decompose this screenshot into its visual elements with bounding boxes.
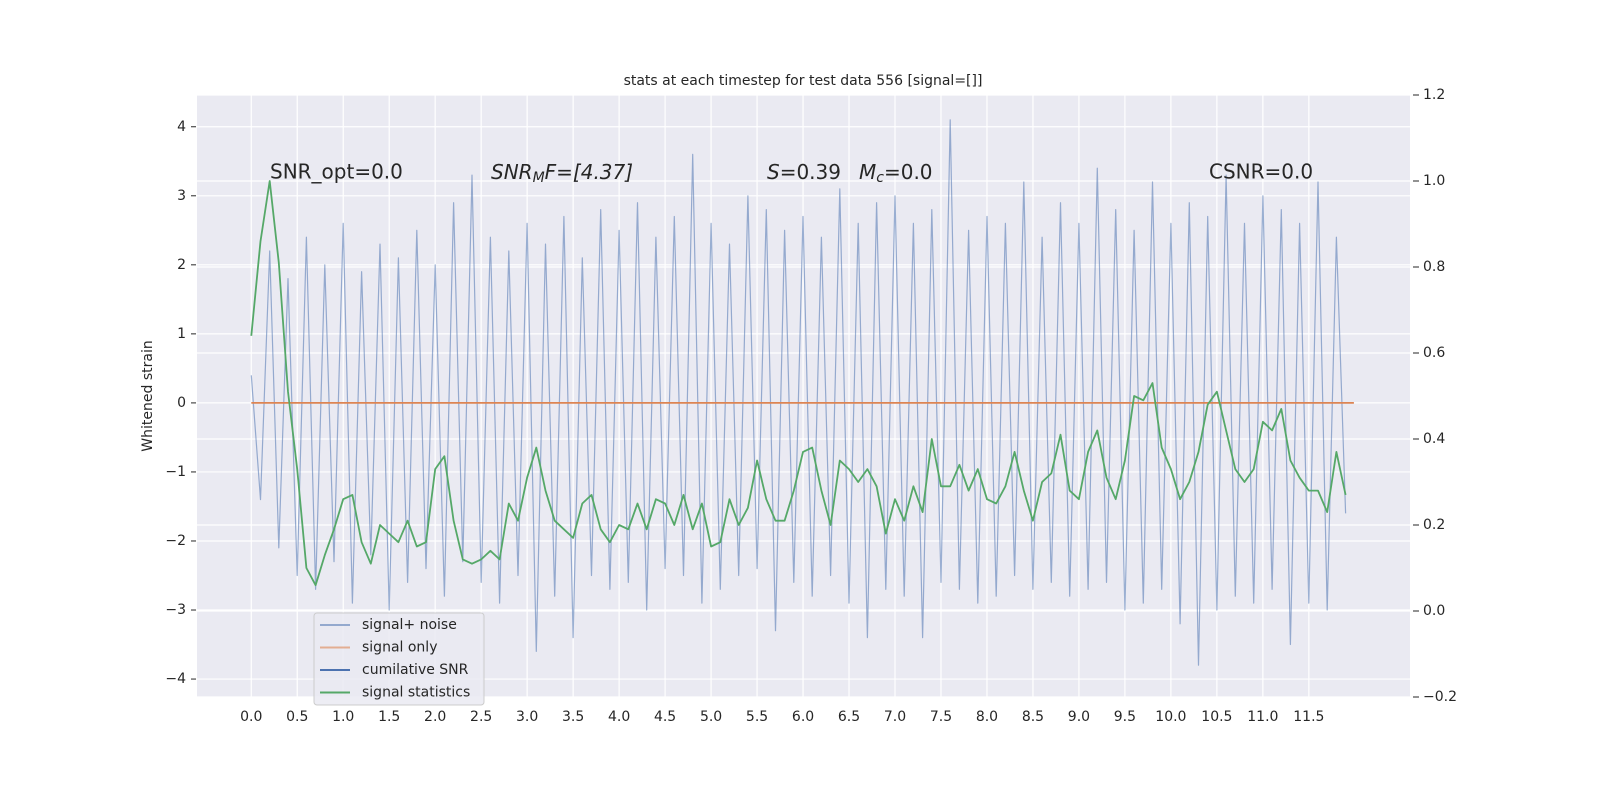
x-tick-label: 9.5	[1114, 709, 1136, 725]
legend-label: signal only	[362, 640, 437, 656]
x-tick-label: 11.5	[1293, 709, 1324, 725]
x-tick-label: 5.0	[700, 709, 722, 725]
y2-tick-label: 0.8	[1423, 259, 1445, 275]
y2-tick-label: 1.0	[1423, 173, 1445, 189]
x-tick-label: 7.5	[930, 709, 952, 725]
annotation-part: M	[533, 170, 545, 186]
x-tick-label: 4.0	[608, 709, 630, 725]
y2-tick-label: −0.2	[1423, 689, 1457, 705]
y-tick-label: 3	[177, 188, 186, 204]
legend-label: signal statistics	[362, 685, 470, 701]
y-tick-label: 4	[177, 119, 186, 135]
y-tick-label: −2	[165, 533, 186, 549]
legend: signal+ noise signal only cumilative SNR si…	[313, 612, 485, 706]
annotation: SNRMF=[4.37]	[491, 160, 633, 187]
x-tick-label: 5.5	[746, 709, 768, 725]
x-tick-label: 0.5	[286, 709, 308, 725]
x-tick-label: 2.0	[424, 709, 446, 725]
chart-title: stats at each timestep for test data 556…	[624, 73, 983, 89]
x-tick-label: 6.0	[792, 709, 814, 725]
annotation-part: F=[4.37]	[545, 160, 633, 184]
y2-tick-label: 0.0	[1423, 603, 1445, 619]
x-tick-label: 11.0	[1247, 709, 1278, 725]
y-axis-label: Whitened strain	[140, 340, 156, 451]
y-tick-label: −4	[165, 671, 186, 687]
x-tick-label: 1.0	[332, 709, 354, 725]
annotation-part: =0.0	[884, 160, 933, 184]
annotation: Mc=0.0	[859, 160, 933, 187]
x-tick-label: 7.0	[884, 709, 906, 725]
annotation: SNR_opt=0.0	[270, 160, 403, 184]
x-tick-label: 6.5	[838, 709, 860, 725]
y2-tick-label: 0.4	[1423, 431, 1445, 447]
series-line	[250, 180, 1347, 587]
x-tick-label: 8.0	[976, 709, 998, 725]
x-tick-label: 10.0	[1155, 709, 1186, 725]
y2-tick-label: 0.2	[1423, 517, 1445, 533]
annotation-part: M	[859, 160, 876, 184]
x-tick-label: 4.5	[654, 709, 676, 725]
legend-box	[313, 612, 485, 706]
x-tick-label: 1.5	[378, 709, 400, 725]
y-tick-label: −1	[165, 464, 186, 480]
x-tick-label: 9.0	[1068, 709, 1090, 725]
annotation-part: S	[767, 160, 780, 184]
y2-tick-label: 1.2	[1423, 87, 1445, 103]
y2-tick-label: 0.6	[1423, 345, 1445, 361]
annotation-part: SNR	[491, 160, 533, 184]
y-tick-label: 0	[177, 395, 186, 411]
legend-label: signal+ noise	[362, 617, 457, 633]
annotations: SNR_opt=0.0 SNRMF=[4.37] S=0.39 Mc=0.0 C…	[270, 160, 1313, 187]
x-tick-label: 8.5	[1022, 709, 1044, 725]
x-tick-label: 10.5	[1201, 709, 1232, 725]
marks	[250, 119, 1354, 666]
y-tick-label: 1	[177, 326, 186, 342]
x-tick-label: 2.5	[470, 709, 492, 725]
legend-label: cumilative SNR	[362, 662, 469, 678]
annotation-part: =0.39	[780, 160, 841, 184]
annotation: CSNR=0.0	[1209, 160, 1313, 184]
series-line	[250, 119, 1347, 666]
x-tick-label: 3.0	[516, 709, 538, 725]
x-tick-label: 0.0	[240, 709, 262, 725]
annotation: S=0.39	[767, 160, 841, 184]
y-tick-label: 2	[177, 257, 186, 273]
x-tick-label: 3.5	[562, 709, 584, 725]
annotation-part: c	[876, 170, 884, 186]
y-tick-label: −3	[165, 602, 186, 618]
